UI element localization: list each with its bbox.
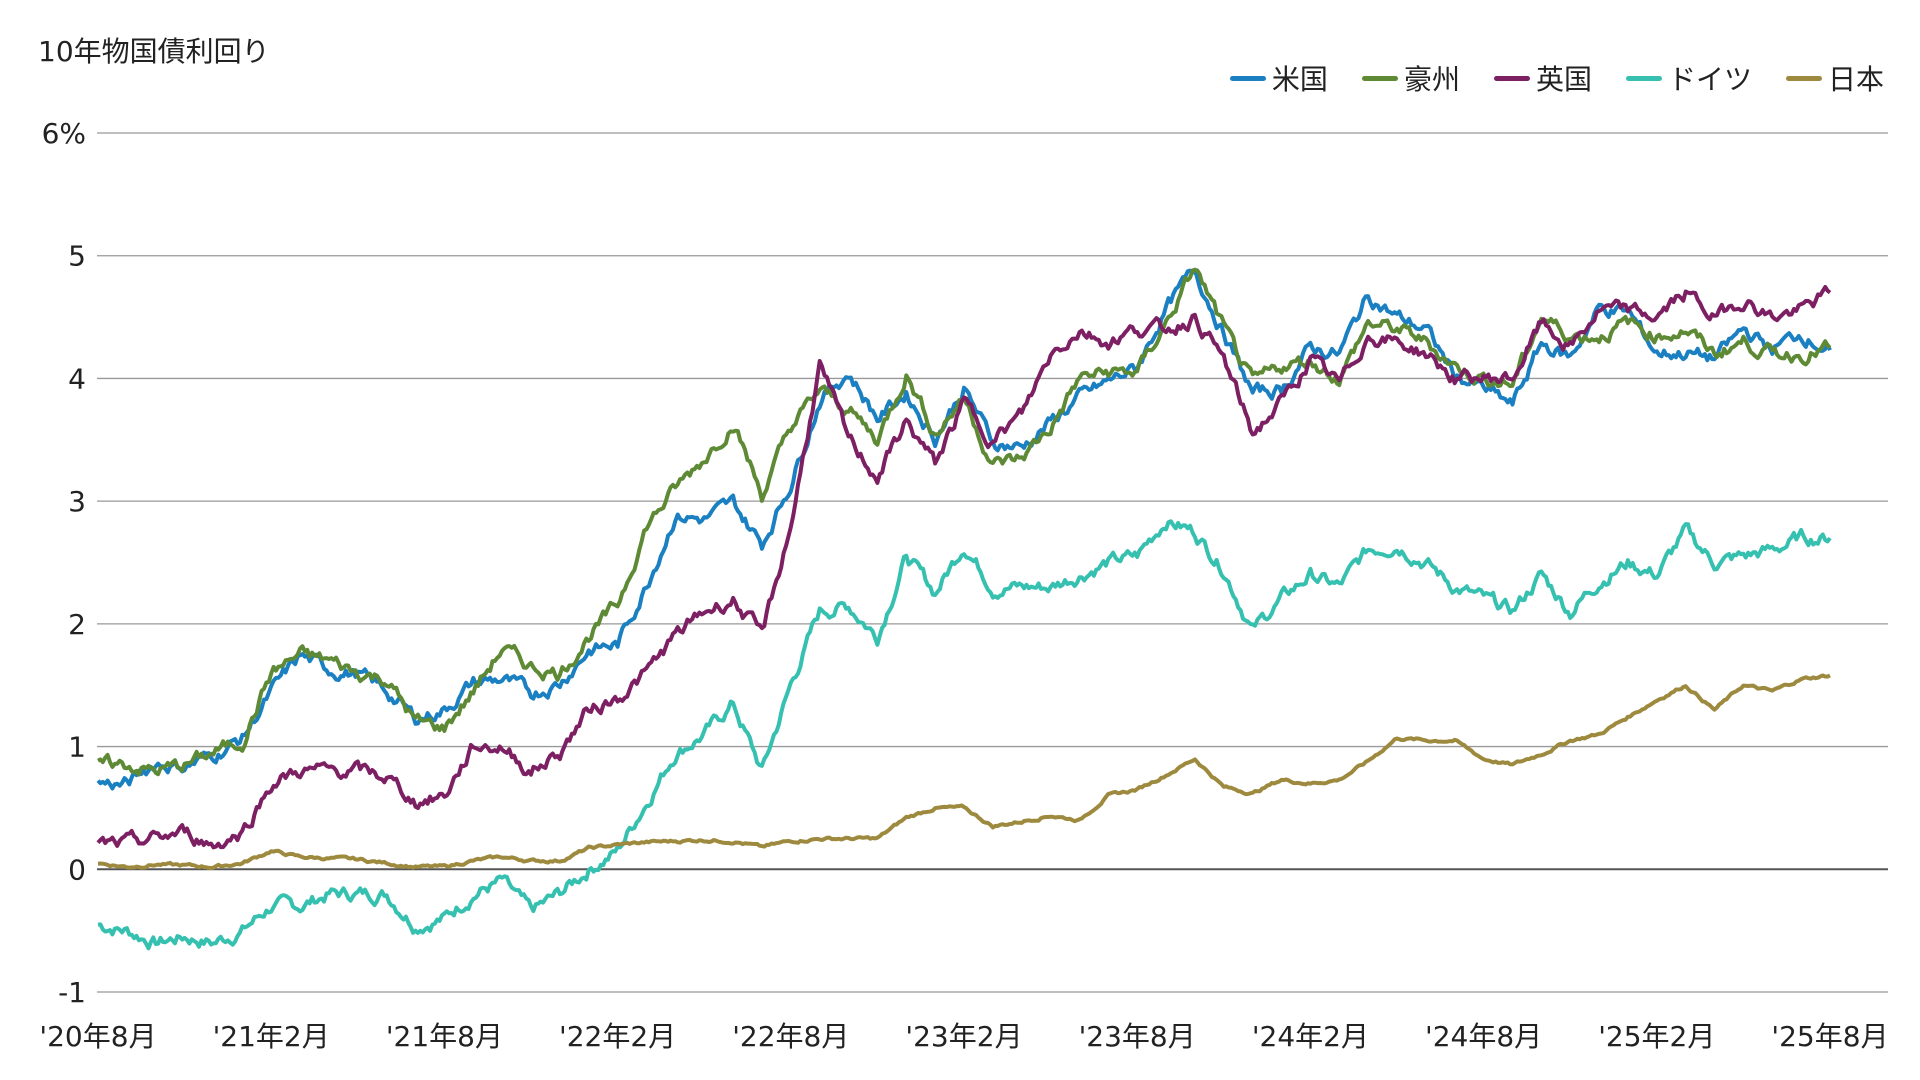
legend-swatch bbox=[1229, 75, 1266, 81]
y-tick-label: 1 bbox=[68, 731, 86, 764]
series-line-0 bbox=[96, 267, 1832, 791]
y-tick-label: 0 bbox=[68, 853, 86, 886]
y-tick-label: 3 bbox=[68, 485, 86, 518]
y-tick-label: -1 bbox=[58, 976, 86, 1009]
series-line-2 bbox=[96, 285, 1832, 850]
x-tick-label: '21年2月 bbox=[213, 1020, 330, 1053]
x-tick-label: '20年8月 bbox=[39, 1020, 156, 1053]
legend-item: 米国 bbox=[1229, 58, 1328, 98]
x-tick-label: '25年2月 bbox=[1598, 1020, 1715, 1053]
y-tick-label: 5 bbox=[68, 240, 86, 273]
legend-label: 米国 bbox=[1271, 63, 1328, 96]
legend-swatch bbox=[1493, 75, 1530, 81]
legend-label: 日本 bbox=[1827, 63, 1884, 96]
series-line-1 bbox=[97, 267, 1832, 777]
legend-item: 豪州 bbox=[1361, 58, 1460, 98]
legend: 米国 豪州 英国 ドイツ 日本 bbox=[1229, 58, 1884, 98]
legend-swatch bbox=[1785, 75, 1822, 81]
legend-label: 英国 bbox=[1535, 63, 1592, 96]
chart-title: 10年物国債利回り bbox=[38, 35, 270, 68]
y-tick-label: 6% bbox=[42, 117, 86, 150]
legend-swatch bbox=[1361, 75, 1398, 81]
legend-label: ドイツ bbox=[1667, 63, 1752, 96]
x-tick-label: '24年2月 bbox=[1252, 1020, 1369, 1053]
series-line-4 bbox=[97, 673, 1831, 870]
y-tick-label: 2 bbox=[68, 608, 86, 641]
legend-item: 日本 bbox=[1785, 58, 1884, 98]
x-tick-label: '24年8月 bbox=[1425, 1020, 1542, 1053]
x-tick-label: '22年2月 bbox=[559, 1020, 676, 1053]
x-tick-label: '21年8月 bbox=[386, 1020, 503, 1053]
legend-item: ドイツ bbox=[1625, 58, 1752, 98]
x-tick-label: '25年8月 bbox=[1771, 1020, 1888, 1053]
legend-item: 英国 bbox=[1493, 58, 1592, 98]
legend-swatch bbox=[1625, 75, 1662, 81]
x-tick-label: '23年2月 bbox=[905, 1020, 1022, 1053]
series-line-3 bbox=[97, 519, 1832, 951]
x-tick-label: '22年8月 bbox=[732, 1020, 849, 1053]
y-tick-label: 4 bbox=[68, 362, 86, 395]
legend-label: 豪州 bbox=[1403, 63, 1460, 96]
x-tick-label: '23年8月 bbox=[1079, 1020, 1196, 1053]
